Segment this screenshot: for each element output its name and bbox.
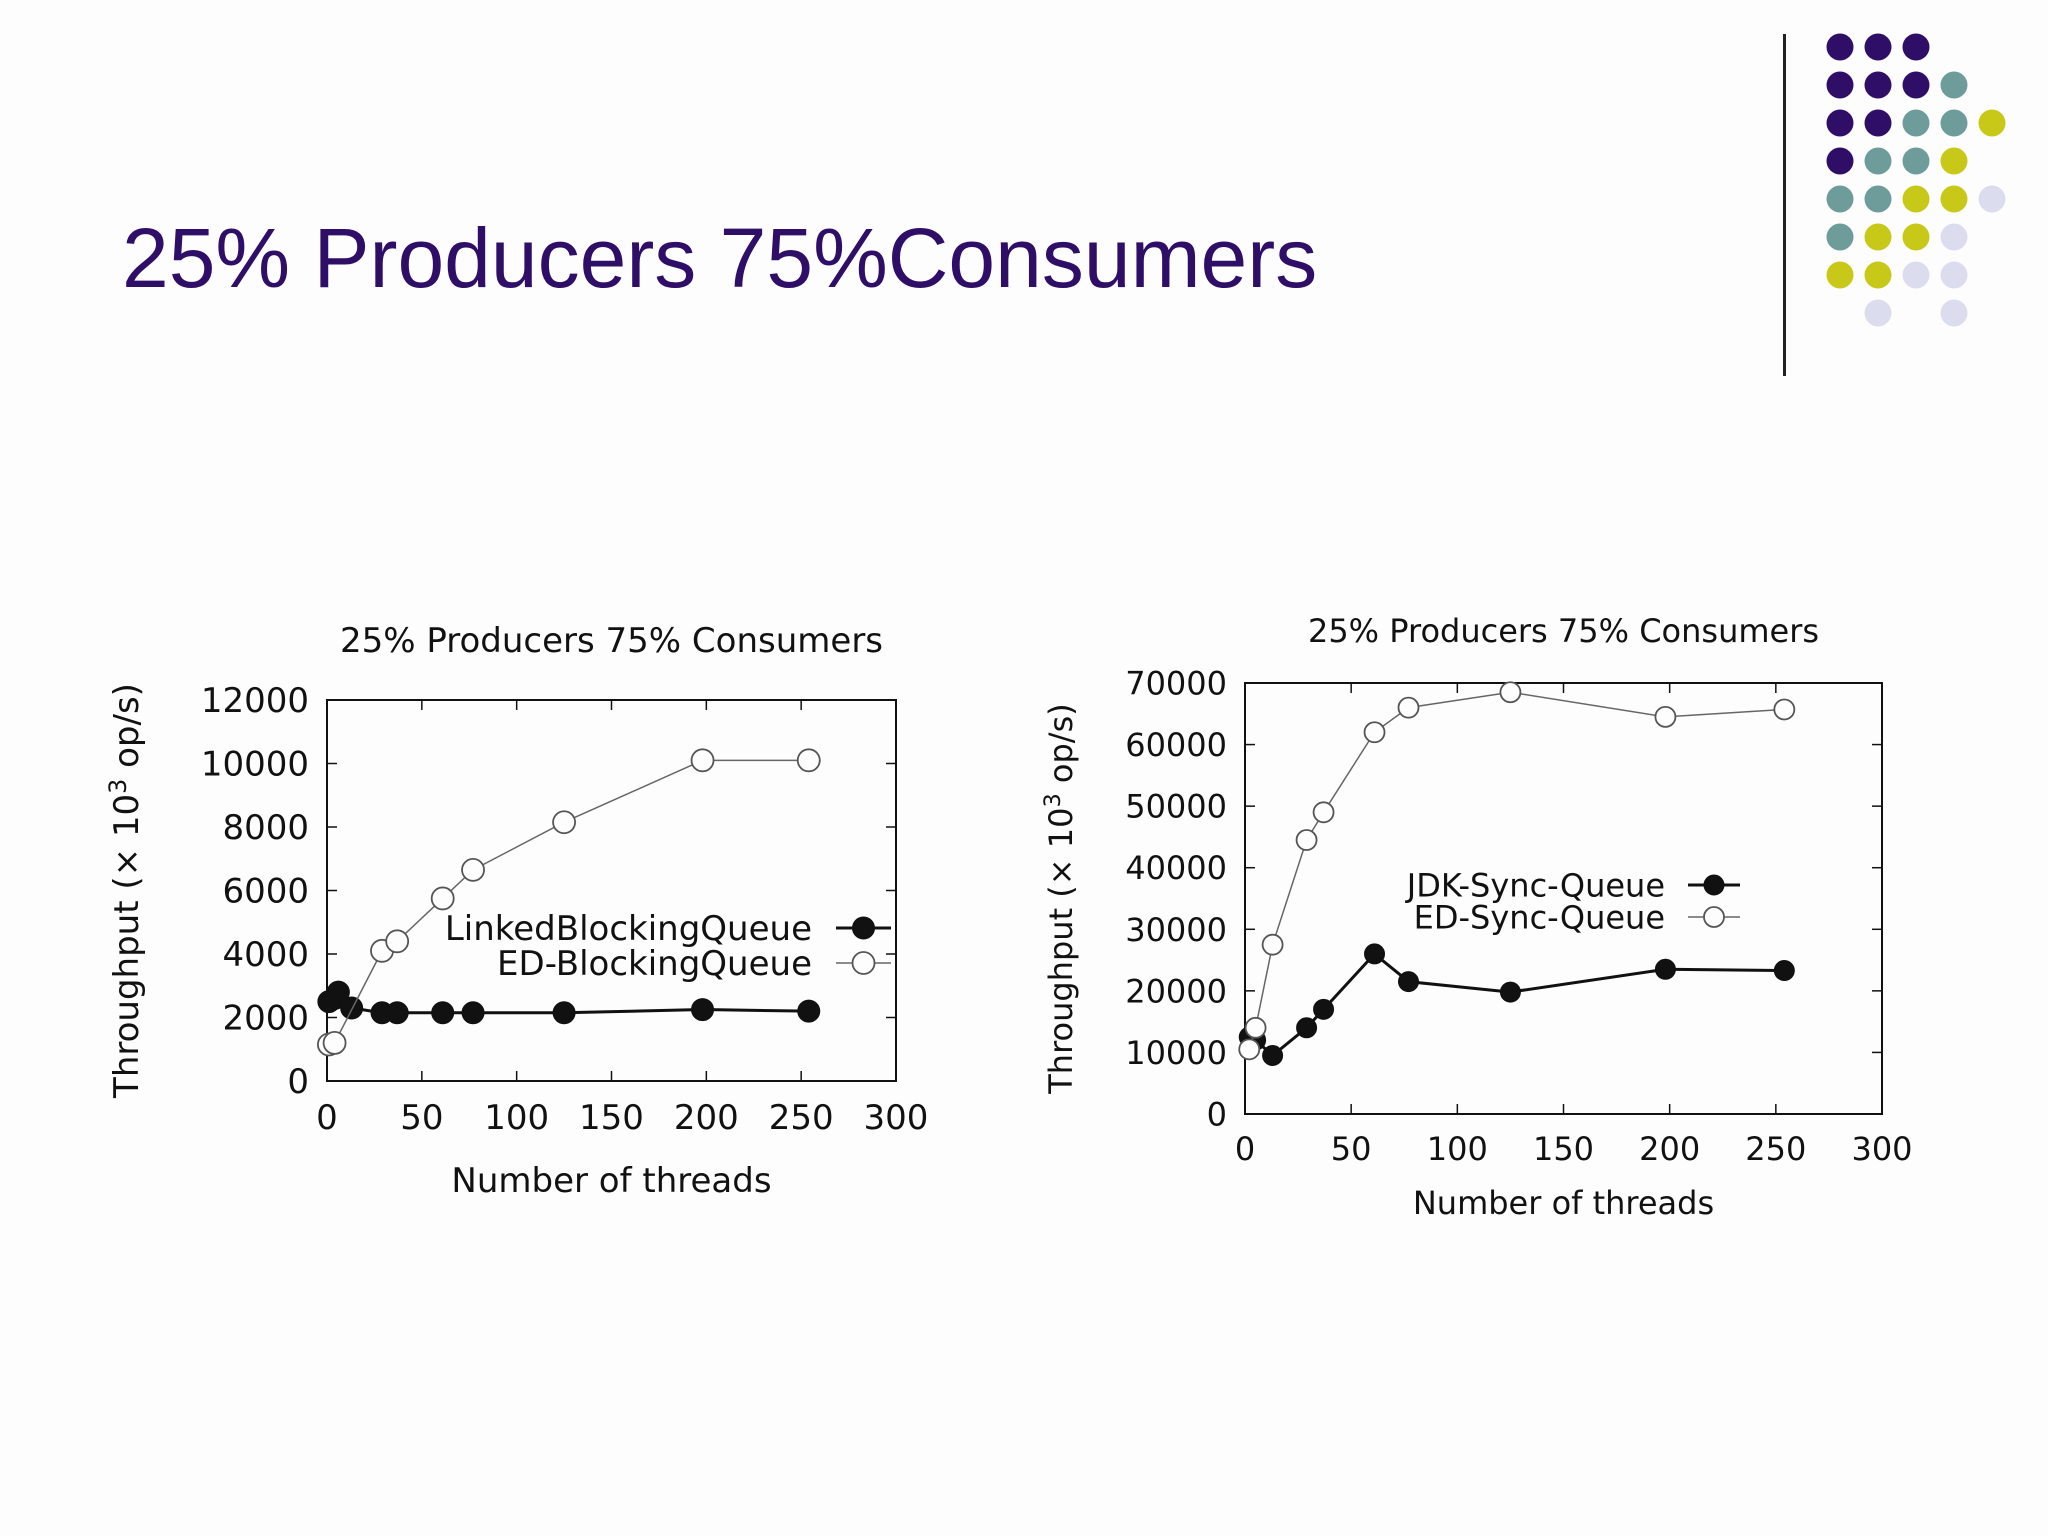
data-point — [1295, 829, 1318, 851]
plot-frame — [326, 699, 897, 1082]
y-tick-label: 40000 — [1125, 849, 1227, 887]
plot-frame — [1244, 682, 1883, 1115]
legend-label: LinkedBlockingQueue — [445, 909, 812, 949]
x-axis-label: Number of threads — [451, 1161, 771, 1201]
x-tick-label: 150 — [1533, 1130, 1594, 1168]
chart-title: 25% Producers 75% Consumers — [340, 621, 883, 661]
data-point — [1312, 801, 1335, 824]
data-point — [1364, 943, 1386, 965]
y-tick-label: 4000 — [222, 935, 309, 975]
y-tick-label: 6000 — [222, 872, 309, 912]
y-tick-label: 20000 — [1125, 972, 1227, 1010]
x-tick-label: 100 — [1427, 1130, 1488, 1168]
data-point — [1296, 1017, 1318, 1039]
data-point — [552, 810, 576, 835]
data-point — [797, 999, 821, 1023]
data-point — [1773, 698, 1796, 721]
legend-marker — [852, 916, 875, 940]
data-point — [430, 886, 455, 911]
series-line-1 — [1248, 691, 1785, 1050]
data-point — [1773, 960, 1795, 982]
x-tick-label: 50 — [1331, 1130, 1372, 1168]
x-tick-label: 250 — [769, 1098, 834, 1138]
y-tick-label: 0 — [287, 1062, 309, 1102]
data-point — [1313, 998, 1335, 1020]
slide-title: 25% Producers 75%Consumers — [122, 211, 1318, 305]
data-point — [322, 1031, 347, 1055]
data-point — [326, 980, 350, 1004]
data-point — [1261, 933, 1284, 956]
data-point — [1397, 971, 1419, 993]
y-tick-label: 10000 — [1125, 1034, 1227, 1072]
data-point — [552, 1001, 576, 1025]
data-point — [1363, 721, 1386, 744]
x-tick-label: 0 — [316, 1098, 338, 1138]
y-tick-label: 30000 — [1125, 911, 1227, 949]
legend-label: ED-Sync-Queue — [1414, 899, 1665, 937]
series-line-0 — [1248, 951, 1785, 1058]
legend-marker — [1703, 906, 1725, 928]
data-point — [1654, 705, 1677, 728]
x-tick-label: 150 — [579, 1098, 644, 1138]
y-axis-label: Throughput (× 103 op/s) — [1040, 703, 1080, 1094]
data-point — [1499, 681, 1522, 704]
data-point — [691, 998, 715, 1022]
data-point — [385, 1001, 409, 1025]
data-point — [1244, 1016, 1267, 1039]
y-tick-label: 60000 — [1125, 726, 1227, 764]
data-point — [1397, 696, 1420, 719]
x-axis-label: Number of threads — [1413, 1184, 1714, 1222]
y-tick-label: 70000 — [1125, 665, 1227, 703]
legend-label: ED-BlockingQueue — [497, 944, 812, 984]
x-tick-label: 50 — [400, 1098, 443, 1138]
decorative-divider-line — [1783, 34, 1786, 376]
x-tick-label: 100 — [484, 1098, 549, 1138]
x-tick-label: 0 — [1235, 1130, 1255, 1168]
x-tick-label: 200 — [1639, 1130, 1700, 1168]
y-axis-label: Throughput (× 103 op/s) — [104, 683, 147, 1099]
y-tick-label: 10000 — [201, 745, 309, 785]
data-point — [461, 857, 485, 882]
y-tick-label: 50000 — [1125, 788, 1227, 826]
x-tick-label: 300 — [864, 1098, 929, 1138]
data-point — [1238, 1038, 1261, 1061]
chart-title: 25% Producers 75% Consumers — [1308, 612, 1819, 650]
data-point — [385, 929, 410, 954]
x-tick-label: 200 — [674, 1098, 739, 1138]
legend-marker — [851, 951, 876, 975]
data-point — [340, 996, 364, 1020]
legend-marker — [1703, 874, 1725, 896]
data-point — [1262, 1045, 1284, 1067]
legend-label: JDK-Sync-Queue — [1405, 867, 1665, 905]
data-point — [1654, 958, 1676, 980]
x-tick-label: 300 — [1851, 1130, 1912, 1168]
data-point — [1499, 981, 1521, 1003]
y-tick-label: 8000 — [222, 808, 309, 848]
data-point — [690, 748, 715, 773]
y-tick-label: 0 — [1207, 1096, 1227, 1134]
y-tick-label: 2000 — [222, 999, 309, 1039]
x-tick-label: 250 — [1745, 1130, 1806, 1168]
data-point — [796, 748, 821, 773]
data-point — [431, 1001, 455, 1025]
y-tick-label: 12000 — [201, 681, 309, 721]
data-point — [461, 1001, 485, 1025]
